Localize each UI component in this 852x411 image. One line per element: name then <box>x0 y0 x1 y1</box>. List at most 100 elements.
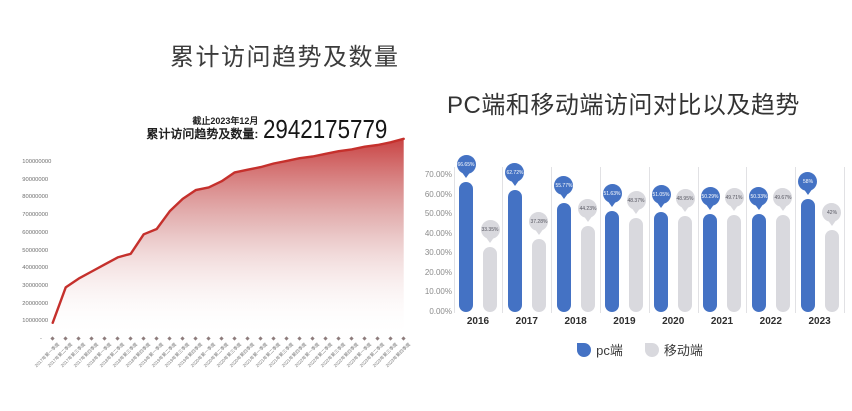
pc-bar <box>605 211 620 312</box>
x-axis-label: 2020 <box>662 316 685 327</box>
grid-separator <box>844 167 845 313</box>
y-axis-label: 90000000 <box>22 175 49 183</box>
legend: pc端 移动端 <box>520 340 760 359</box>
value-bubble: 37.28% <box>529 212 549 232</box>
stat-date-note: 截止2023年12月 <box>192 116 259 126</box>
y-axis-label: 50.00% <box>424 209 452 219</box>
x-axis-label: 2016 <box>466 316 490 327</box>
pc-bar <box>507 189 522 312</box>
grid-separator <box>600 167 601 313</box>
trend-line <box>51 137 405 324</box>
value-label: 51.63% <box>603 190 621 197</box>
y-axis-label: 50000000 <box>22 246 49 254</box>
value-bubble: 48.37% <box>626 190 646 210</box>
pc-bar <box>751 213 766 312</box>
grid-separator <box>795 167 797 313</box>
left-chart-title: 累计访问趋势及数量 <box>170 44 400 71</box>
legend-label: 移动端 <box>663 343 703 358</box>
value-bubble: 50.33% <box>749 186 769 206</box>
x-axis-label: 2023 <box>808 316 831 327</box>
value-bubble: 51.63% <box>602 184 622 204</box>
legend-label: pc端 <box>596 343 623 358</box>
grid-separator <box>746 167 748 313</box>
value-bubble: 66.65% <box>456 154 476 174</box>
mobile-bar <box>824 230 839 312</box>
y-axis-label: 30000000 <box>22 282 49 289</box>
value-bubble: 49.67% <box>773 188 793 207</box>
x-axis-label: 2017 <box>515 316 538 327</box>
value-label: 51.05% <box>652 192 670 198</box>
value-label: 48.95% <box>676 196 694 202</box>
y-axis-label: 70000000 <box>22 211 49 218</box>
y-axis-label: 60.00% <box>424 189 452 199</box>
legend-item-pc[interactable]: pc端 <box>577 340 623 359</box>
x-axis-label: 2019 <box>613 316 636 327</box>
value-label: 37.28% <box>530 218 548 225</box>
mobile-bar <box>727 214 741 312</box>
value-label: 48.37% <box>627 197 645 203</box>
value-label: 50.29% <box>701 193 719 200</box>
value-bubble: 50.29% <box>700 186 720 206</box>
pc-bar <box>556 203 571 312</box>
y-axis-label: 80000000 <box>22 193 49 201</box>
value-label: 49.67% <box>774 194 792 201</box>
y-axis-label: 20000000 <box>22 299 49 307</box>
grid-separator <box>697 167 699 313</box>
pc-bar <box>800 198 815 312</box>
y-axis-label: 10.00% <box>424 287 452 297</box>
grid-separator <box>648 167 650 313</box>
value-label: 49.71% <box>725 194 743 201</box>
legend-item-mobile[interactable]: 移动端 <box>644 340 703 359</box>
value-label: 42% <box>826 209 837 216</box>
y-axis-label: 40.00% <box>424 228 452 238</box>
y-axis-label: 100000000 <box>22 158 52 165</box>
value-bubble: 48.95% <box>675 189 695 209</box>
y-axis-label: 60000000 <box>22 229 49 236</box>
mobile-bar <box>629 217 644 312</box>
value-label: 55.77% <box>555 182 573 189</box>
value-label: 50.33% <box>750 193 768 199</box>
x-axis-label: 2021 <box>710 316 734 327</box>
value-bubble: 51.05% <box>651 185 671 205</box>
legend-droplet-icon <box>577 342 592 357</box>
legend-droplet-icon <box>644 342 659 357</box>
grid-separator <box>453 167 455 313</box>
y-axis-label: 30.00% <box>424 248 452 258</box>
y-axis-label: - <box>40 335 42 342</box>
y-axis-label: 20.00% <box>424 267 452 277</box>
value-bubble: 62.72% <box>505 162 525 182</box>
pc-bar <box>459 181 473 312</box>
pc-bar <box>654 212 669 312</box>
stat-total-value: 2942175779 <box>263 114 388 144</box>
value-bubble: 44.23% <box>578 198 598 218</box>
grid-separator <box>502 167 504 313</box>
stat-labels: 截止2023年12月 累计访问趋势及数量: <box>146 116 258 142</box>
x-axis-label: 2022 <box>759 316 782 327</box>
value-label: 66.65% <box>457 161 475 168</box>
mobile-bar <box>531 239 546 312</box>
stat-metric-label: 累计访问趋势及数量: <box>146 127 259 141</box>
y-axis-label: 0.00% <box>429 306 452 316</box>
mobile-bar <box>775 215 790 312</box>
value-label: 58% <box>802 178 813 184</box>
value-label: 44.23% <box>579 205 597 211</box>
mobile-bar <box>483 246 497 312</box>
value-bubble: 49.71% <box>724 187 744 207</box>
right-chart-title: PC端和移动端访问对比以及趋势 <box>447 92 800 119</box>
mobile-bar <box>678 216 693 312</box>
value-bubble: 58% <box>798 171 818 191</box>
value-bubble: 55.77% <box>554 176 574 196</box>
y-axis-label: 10000000 <box>22 317 49 324</box>
pc-bar <box>703 213 717 312</box>
area-fill <box>52 138 404 337</box>
grid-separator <box>551 167 553 313</box>
value-label: 33.35% <box>481 226 499 233</box>
value-bubble: 42% <box>822 203 842 222</box>
cumulative-total-stat: 截止2023年12月 累计访问趋势及数量: 2942175779 <box>140 116 408 142</box>
x-axis-label: 2018 <box>564 316 587 327</box>
value-bubble: 33.35% <box>480 219 500 239</box>
y-axis-label: 40000000 <box>22 264 49 271</box>
value-label: 62.72% <box>506 169 524 175</box>
